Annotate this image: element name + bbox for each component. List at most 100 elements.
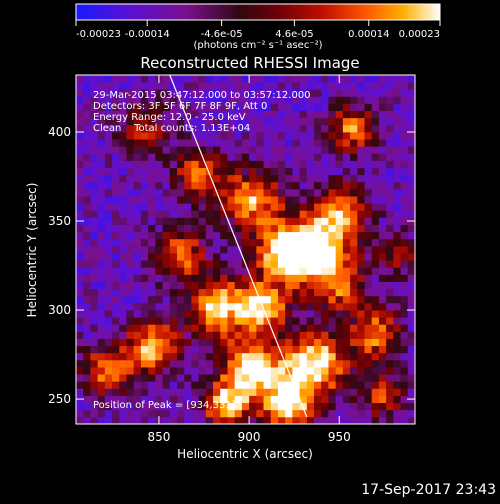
heatmap-cell	[213, 302, 221, 311]
heatmap-cell	[162, 324, 171, 332]
heatmap-cell	[407, 103, 415, 112]
heatmap-cell	[270, 317, 279, 325]
heatmap-cell	[169, 103, 178, 112]
heatmap-cell	[400, 295, 409, 304]
heatmap-cell	[126, 245, 135, 254]
heatmap-cell	[357, 381, 365, 389]
heatmap-cell	[234, 96, 243, 104]
heatmap-cell	[155, 167, 163, 176]
heatmap-cell	[335, 238, 344, 247]
heatmap-cell	[97, 131, 106, 140]
heatmap-cell	[97, 181, 106, 190]
heatmap-cell	[176, 395, 185, 404]
heatmap-cell	[263, 409, 272, 418]
heatmap-cell	[148, 402, 156, 411]
heatmap-cell	[393, 117, 401, 126]
heatmap-cell	[285, 139, 293, 147]
heatmap-cell	[292, 131, 300, 140]
heatmap-cell	[176, 352, 185, 361]
heatmap-cell	[335, 310, 344, 318]
heatmap-cell	[299, 188, 308, 197]
heatmap-cell	[191, 245, 200, 254]
heatmap-cell	[169, 196, 178, 204]
heatmap-cell	[184, 89, 192, 97]
heatmap-cell	[133, 374, 142, 382]
heatmap-cell	[83, 395, 91, 404]
heatmap-cell	[249, 117, 257, 126]
heatmap-cell	[227, 245, 236, 254]
heatmap-cell	[306, 139, 315, 147]
heatmap-cell	[342, 295, 351, 304]
heatmap-cell	[350, 75, 358, 83]
heatmap-cell	[249, 75, 257, 83]
heatmap-cell	[97, 82, 106, 90]
heatmap-cell	[285, 160, 293, 168]
heatmap-cell	[371, 245, 380, 254]
heatmap-cell	[249, 224, 257, 233]
heatmap-cell	[400, 381, 409, 389]
heatmap-cell	[198, 238, 207, 247]
heatmap-cell	[328, 203, 337, 211]
heatmap-cell	[270, 96, 279, 104]
heatmap-cell	[119, 245, 127, 254]
heatmap-cell	[256, 395, 264, 404]
heatmap-cell	[270, 210, 279, 218]
heatmap-cell	[393, 388, 401, 396]
heatmap-cell	[227, 196, 236, 204]
heatmap-cell	[112, 160, 120, 168]
heatmap	[76, 75, 415, 424]
heatmap-cell	[97, 231, 106, 240]
heatmap-cell	[133, 203, 142, 211]
heatmap-cell	[234, 267, 243, 275]
heatmap-cell	[256, 181, 264, 190]
heatmap-cell	[176, 139, 185, 147]
heatmap-cell	[191, 324, 200, 332]
heatmap-cell	[371, 82, 380, 90]
heatmap-cell	[205, 281, 214, 290]
heatmap-cell	[314, 75, 322, 83]
heatmap-cell	[126, 160, 135, 168]
heatmap-cell	[241, 274, 250, 282]
heatmap-cell	[184, 196, 192, 204]
heatmap-cell	[378, 253, 387, 261]
heatmap-cell	[162, 181, 171, 190]
heatmap-cell	[314, 302, 322, 311]
heatmap-cell	[400, 388, 409, 396]
heatmap-cell	[227, 217, 236, 225]
heatmap-cell	[350, 96, 358, 104]
annotation-detectors: Detectors: 3F 5F 6F 7F 8F 9F, Att 0	[93, 101, 267, 112]
heatmap-cell	[378, 338, 387, 347]
heatmap-cell	[249, 409, 257, 418]
heatmap-cell	[285, 374, 293, 382]
heatmap-cell	[140, 281, 149, 290]
heatmap-cell	[169, 75, 178, 83]
heatmap-cell	[133, 146, 142, 154]
heatmap-cell	[76, 345, 84, 354]
heatmap-cell	[241, 302, 250, 311]
heatmap-cell	[227, 231, 236, 240]
heatmap-cell	[241, 359, 250, 368]
heatmap-cell	[205, 267, 214, 275]
heatmap-cell	[184, 75, 192, 83]
heatmap-cell	[277, 345, 286, 354]
heatmap-cell	[83, 274, 91, 282]
heatmap-cell	[393, 139, 401, 147]
heatmap-cell	[292, 302, 300, 311]
heatmap-cell	[83, 345, 91, 354]
heatmap-cell	[90, 388, 99, 396]
heatmap-cell	[162, 96, 171, 104]
heatmap-cell	[407, 224, 415, 233]
heatmap-cell	[104, 359, 113, 368]
heatmap-cell	[227, 82, 236, 90]
heatmap-cell	[364, 402, 373, 411]
heatmap-cell	[90, 352, 99, 361]
heatmap-cell	[263, 388, 272, 396]
heatmap-cell	[285, 381, 293, 389]
heatmap-cell	[371, 374, 380, 382]
heatmap-cell	[299, 167, 308, 176]
heatmap-cell	[112, 210, 120, 218]
heatmap-cell	[285, 96, 293, 104]
heatmap-cell	[393, 231, 401, 240]
heatmap-cell	[169, 367, 178, 375]
heatmap-cell	[213, 146, 221, 154]
